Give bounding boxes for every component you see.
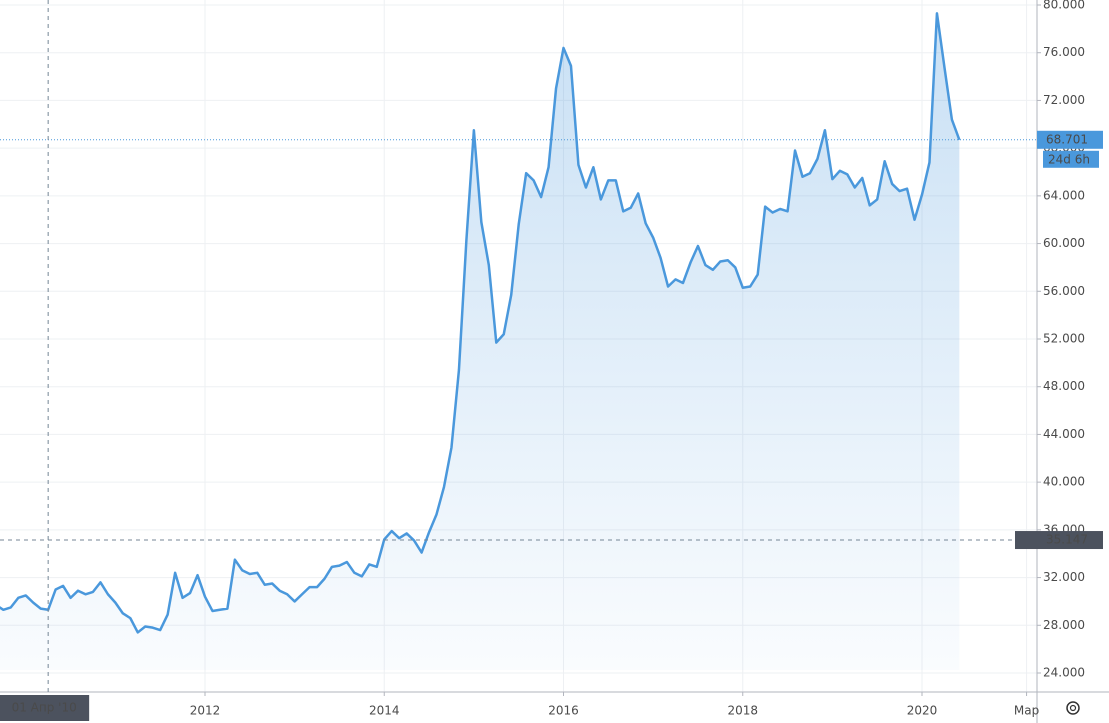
y-tick-label: 32.000 (1043, 570, 1085, 584)
crosshair-time-label: 01 Апр '10 (12, 701, 77, 715)
last-price-label: 68.701 (1046, 132, 1088, 146)
x-tick-label: 2012 (190, 704, 221, 718)
gear-hub[interactable] (1069, 704, 1077, 712)
countdown-label: 24d 6h (1048, 152, 1090, 166)
countdown-badge (1043, 150, 1099, 168)
y-tick-label: 64.000 (1043, 188, 1085, 202)
gear[interactable] (1066, 701, 1080, 715)
y-tick-label: 24.000 (1043, 666, 1085, 680)
x-tick-label: 2016 (548, 704, 579, 718)
area-fill (0, 13, 960, 670)
y-tick-label: 28.000 (1043, 618, 1085, 632)
y-tick-label: 44.000 (1043, 427, 1085, 441)
crosshair-price-label: 35.147 (1046, 533, 1088, 547)
y-tick-label: 72.000 (1043, 93, 1085, 107)
crosshair-price-badge (1015, 531, 1103, 550)
crosshair-time-badge (0, 695, 90, 721)
y-tick-label: 40.000 (1043, 475, 1085, 489)
y-tick-label: 52.000 (1043, 332, 1085, 346)
y-tick-label: 60.000 (1043, 236, 1085, 250)
settings-icon[interactable] (1066, 701, 1080, 715)
x-tick-label: 2014 (369, 704, 400, 718)
x-tick-label: 2018 (727, 704, 758, 718)
price-line (0, 12, 961, 634)
x-tick-label: Мар (1014, 704, 1039, 718)
y-tick-label: 48.000 (1043, 379, 1085, 393)
y-tick-label: 56.000 (1043, 284, 1085, 298)
y-tick-label: 80.000 (1043, 0, 1085, 12)
last-price-badge (1037, 130, 1103, 149)
y-tick-label: 76.000 (1043, 45, 1085, 59)
x-tick-label: 2020 (907, 704, 938, 718)
